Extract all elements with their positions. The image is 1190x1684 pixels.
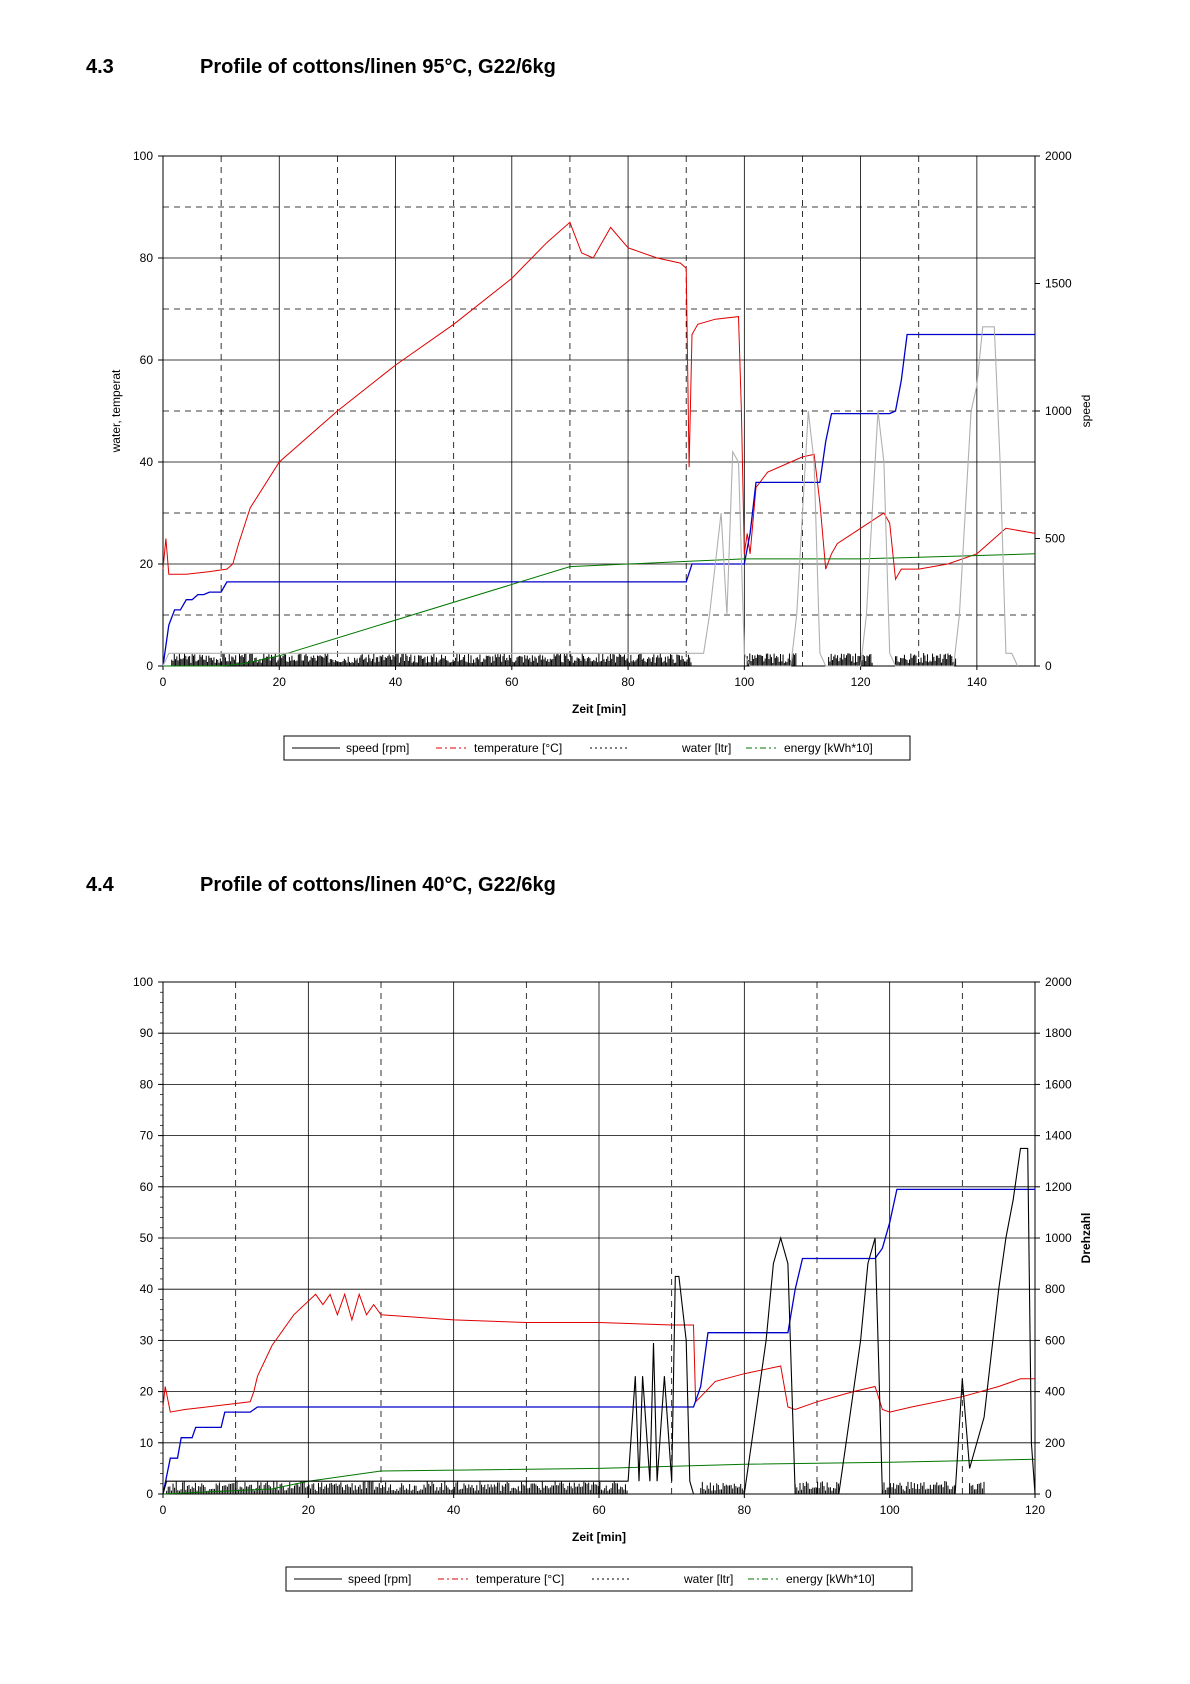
legend-label: speed [rpm] xyxy=(346,741,409,755)
x-tick-label: 40 xyxy=(447,1503,461,1517)
x-tick-label: 20 xyxy=(302,1503,316,1517)
x-tick-label: 0 xyxy=(160,675,167,689)
y-tick-label: 60 xyxy=(140,1180,154,1194)
x-tick-label: 100 xyxy=(880,1503,900,1517)
legend-label: temperature [°C] xyxy=(476,1572,564,1586)
series-water-line xyxy=(162,333,1035,667)
legend: speed [rpm] temperature [°C] water [ltr] en… xyxy=(283,735,911,761)
y2-axis-title: speed xyxy=(1079,395,1093,428)
x-tick-label: 60 xyxy=(505,675,519,689)
x-tick-label: 80 xyxy=(738,1503,752,1517)
x-tick-label: 60 xyxy=(592,1503,606,1517)
y-tick-label: 30 xyxy=(140,1333,154,1347)
y-tick-label: 40 xyxy=(140,455,154,469)
legend-label: temperature [°C] xyxy=(474,741,562,755)
y2-tick-label: 1600 xyxy=(1045,1077,1072,1091)
y-tick-label: 100 xyxy=(133,975,153,989)
series-speed-line xyxy=(162,1147,1036,1495)
x-axis-title: Zeit [min] xyxy=(572,1530,626,1544)
y-tick-label: 10 xyxy=(140,1436,154,1450)
series-water-line xyxy=(162,1188,1035,1495)
section-number: 4.3 xyxy=(86,56,114,78)
chart-40c-profile: 0 20 40 60 80 100 1200102030405060708090100020… xyxy=(133,975,1093,1592)
y2-tick-label: 800 xyxy=(1045,1282,1065,1296)
speed-tumble-noise xyxy=(166,1481,985,1494)
y-tick-label: 80 xyxy=(140,251,154,265)
x-tick-label: 100 xyxy=(734,675,754,689)
series-energy-line xyxy=(163,553,1036,667)
y2-tick-label: 200 xyxy=(1045,1436,1065,1450)
x-tick-label: 80 xyxy=(621,675,635,689)
y2-tick-label: 600 xyxy=(1045,1333,1065,1347)
legend-label: water [ltr] xyxy=(683,1572,733,1586)
y-tick-label: 90 xyxy=(140,1026,154,1040)
y-tick-label: 0 xyxy=(146,659,153,673)
section-number: 4.4 xyxy=(86,874,114,896)
x-tick-label: 20 xyxy=(273,675,287,689)
y2-tick-label: 1800 xyxy=(1045,1026,1072,1040)
y2-tick-label: 1400 xyxy=(1045,1129,1072,1143)
y-tick-label: 60 xyxy=(140,353,154,367)
x-tick-label: 40 xyxy=(389,675,403,689)
y-tick-label: 80 xyxy=(140,1077,154,1091)
series-energy-line xyxy=(162,1458,1036,1495)
y-tick-label: 40 xyxy=(140,1282,154,1296)
y2-tick-label: 2000 xyxy=(1045,975,1072,989)
y2-tick-label: 2000 xyxy=(1045,149,1072,163)
y-tick-label: 20 xyxy=(140,557,154,571)
legend-label: water [ltr] xyxy=(681,741,731,755)
y2-tick-label: 0 xyxy=(1045,1487,1052,1501)
chart-95c-profile: 0 20 40 60 80 100 120 1400204060801000500100015… xyxy=(109,149,1093,761)
x-tick-label: 120 xyxy=(1025,1503,1045,1517)
y-tick-label: 50 xyxy=(140,1231,154,1245)
legend-label: energy [kWh*10] xyxy=(784,741,873,755)
section-title: Profile of cottons/linen 95°C, G22/6kg xyxy=(200,56,556,78)
y-tick-label: 100 xyxy=(133,149,153,163)
series-temperature-line xyxy=(162,1292,1035,1413)
section-title: Profile of cottons/linen 40°C, G22/6kg xyxy=(200,874,556,896)
y2-tick-label: 1000 xyxy=(1045,1231,1072,1245)
series-temperature-line xyxy=(162,221,1036,581)
legend-label: energy [kWh*10] xyxy=(786,1572,875,1586)
y2-tick-label: 500 xyxy=(1045,532,1065,546)
y2-axis-title: Drehzahl xyxy=(1079,1213,1093,1264)
y2-tick-label: 0 xyxy=(1045,659,1052,673)
y2-tick-label: 1200 xyxy=(1045,1180,1072,1194)
y-axis-title: water, temperat xyxy=(109,369,123,453)
x-tick-label: 0 xyxy=(160,1503,167,1517)
y-tick-label: 70 xyxy=(140,1129,154,1143)
x-tick-label: 120 xyxy=(851,675,871,689)
legend-label: speed [rpm] xyxy=(348,1572,411,1586)
x-tick-label: 140 xyxy=(967,675,987,689)
y2-tick-label: 400 xyxy=(1045,1385,1065,1399)
y2-tick-label: 1000 xyxy=(1045,404,1072,418)
y-tick-label: 20 xyxy=(140,1385,154,1399)
series-speed-line xyxy=(162,326,1019,667)
y-tick-label: 0 xyxy=(146,1487,153,1501)
y2-tick-label: 1500 xyxy=(1045,277,1072,291)
legend: speed [rpm] temperature [°C] water [ltr] en… xyxy=(285,1566,913,1592)
x-axis-title: Zeit [min] xyxy=(572,702,626,716)
